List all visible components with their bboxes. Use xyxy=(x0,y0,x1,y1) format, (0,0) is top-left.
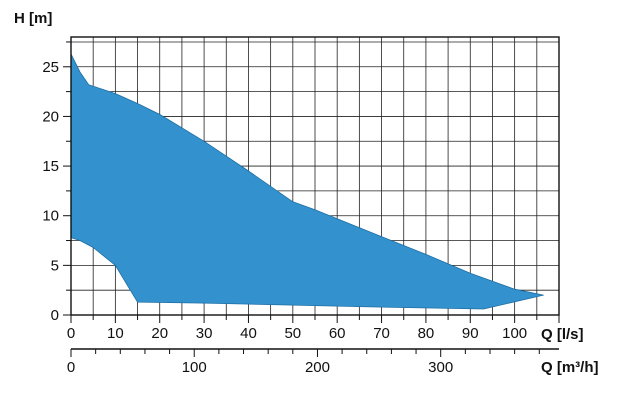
y-tick-label: 25 xyxy=(42,59,59,76)
y-tick-label: 5 xyxy=(51,257,59,274)
y-tick-label: 15 xyxy=(42,158,59,175)
x-tick-label: 50 xyxy=(284,325,301,342)
x-tick-label: 20 xyxy=(151,325,168,342)
x2-tick-label: 100 xyxy=(182,359,207,376)
x2-axis-title: Q [m³/h] xyxy=(541,359,599,376)
x-tick-label: 30 xyxy=(196,325,213,342)
x-tick-label: 40 xyxy=(240,325,257,342)
x-tick-label: 100 xyxy=(502,325,527,342)
y-tick-label: 0 xyxy=(51,307,59,324)
y-tick-label: 20 xyxy=(42,108,59,125)
x-tick-label: 90 xyxy=(462,325,479,342)
x2-tick-label: 300 xyxy=(428,359,453,376)
x-tick-label: 70 xyxy=(373,325,390,342)
y-axis-title: H [m] xyxy=(14,10,52,27)
operating-range-area xyxy=(70,53,544,310)
x-axis-title: Q [l/s] xyxy=(541,326,584,343)
x-tick-label: 80 xyxy=(418,325,435,342)
x-tick-label: 60 xyxy=(329,325,346,342)
x-tick-label: 0 xyxy=(67,325,75,342)
x2-tick-label: 200 xyxy=(305,359,330,376)
y-tick-label: 10 xyxy=(42,208,59,225)
x-tick-label: 10 xyxy=(107,325,124,342)
x2-tick-label: 0 xyxy=(67,359,75,376)
